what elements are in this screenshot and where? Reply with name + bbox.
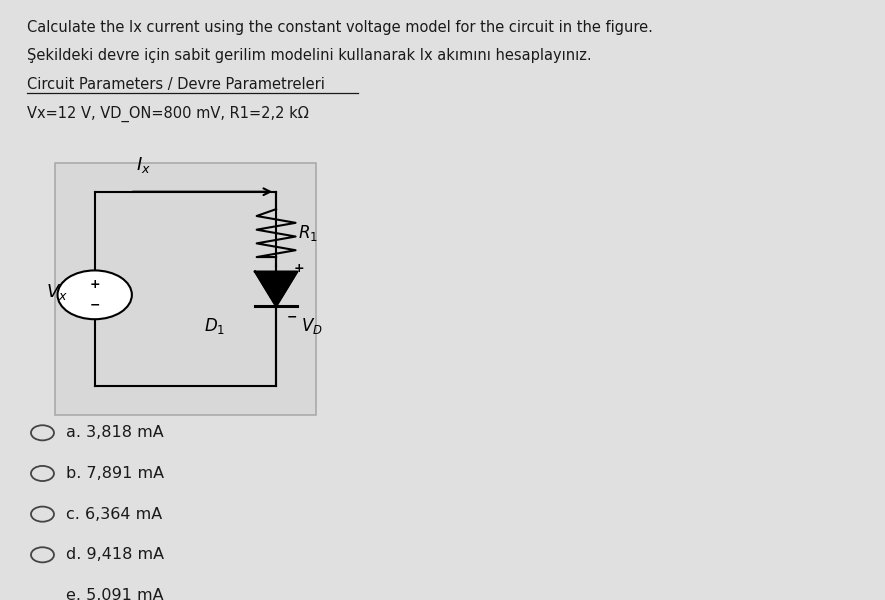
FancyBboxPatch shape [55,163,316,415]
Text: a. 3,818 mA: a. 3,818 mA [66,425,164,440]
Text: Circuit Parameters / Devre Parametreleri: Circuit Parameters / Devre Parametreleri [27,77,325,92]
Circle shape [31,466,54,481]
Text: $I_x$: $I_x$ [136,155,150,175]
Text: $V_D$: $V_D$ [301,316,323,336]
Text: $R_1$: $R_1$ [298,223,319,243]
Circle shape [31,588,54,600]
Text: c. 6,364 mA: c. 6,364 mA [66,506,163,521]
Text: Şekildeki devre için sabit gerilim modelini kullanarak Ix akımını hesaplayınız.: Şekildeki devre için sabit gerilim model… [27,47,591,62]
Text: b. 7,891 mA: b. 7,891 mA [66,466,165,481]
Polygon shape [255,272,297,307]
Circle shape [31,506,54,521]
Text: +: + [89,278,100,291]
Text: $D_1$: $D_1$ [204,316,225,336]
Text: Vx=12 V, VD_ON=800 mV, R1=2,2 kΩ: Vx=12 V, VD_ON=800 mV, R1=2,2 kΩ [27,106,308,122]
Circle shape [31,547,54,562]
Text: Calculate the Ix current using the constant voltage model for the circuit in the: Calculate the Ix current using the const… [27,20,652,35]
Circle shape [31,425,54,440]
Text: e. 5,091 mA: e. 5,091 mA [66,588,164,600]
Text: d. 9,418 mA: d. 9,418 mA [66,547,165,562]
Text: −: − [287,310,297,323]
Text: $V_x$: $V_x$ [46,282,68,302]
Text: +: + [294,262,304,275]
Circle shape [58,271,132,319]
Text: −: − [89,299,100,312]
